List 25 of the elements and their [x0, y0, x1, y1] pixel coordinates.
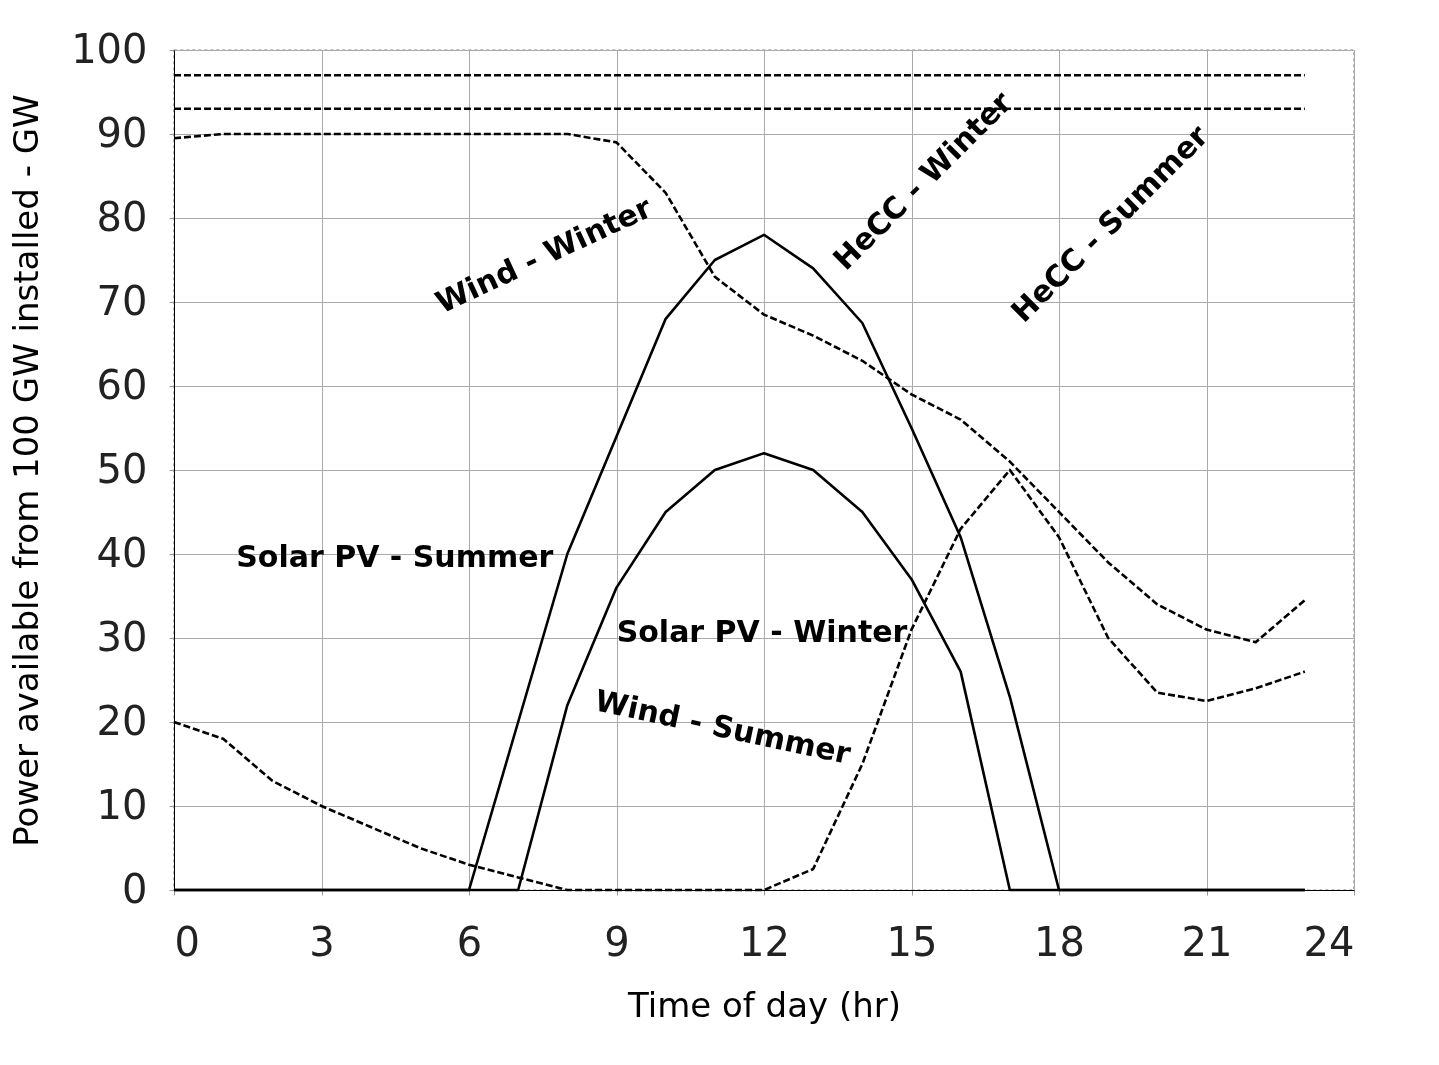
x-axis-title: Time of day (hr) [627, 984, 901, 1025]
x-tick-label: 9 [604, 918, 630, 965]
y-tick-label: 90 [96, 109, 148, 156]
x-tick-label: 15 [886, 918, 938, 965]
y-tick-label: 70 [96, 277, 148, 324]
y-tick-label: 30 [96, 613, 148, 660]
y-axis-title: Power available from 100 GW installed - GW [6, 94, 47, 847]
series-label: Solar PV - Winter [616, 614, 908, 650]
y-tick-label: 0 [122, 865, 148, 912]
x-tick-label: 18 [1034, 918, 1085, 965]
y-tick-label: 50 [96, 445, 148, 492]
x-tick-label: 3 [309, 918, 335, 965]
x-tick-label: 6 [456, 918, 483, 965]
x-tick-label: 12 [739, 918, 790, 965]
series-label: Solar PV - Summer [236, 539, 554, 574]
x-tick-label: 0 [174, 918, 200, 965]
y-tick-label: 40 [96, 529, 148, 576]
y-tick-label: 80 [96, 193, 148, 240]
y-tick-label: 60 [96, 361, 148, 408]
text: Wind - Summer [592, 682, 855, 771]
y-tick-label: 100 [71, 25, 148, 72]
y-tick-label: 20 [96, 697, 148, 744]
x-tick-label: 24 [1303, 918, 1355, 965]
x-tick-label: 21 [1181, 918, 1233, 965]
y-tick-label: 10 [96, 781, 148, 828]
